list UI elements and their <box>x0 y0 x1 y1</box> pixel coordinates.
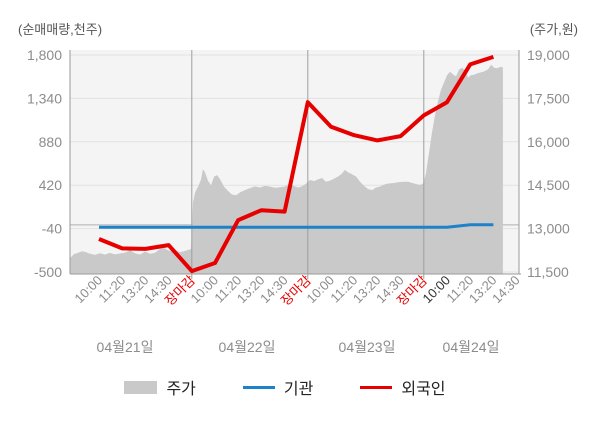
right-axis-tick-4: 13,000 <box>527 221 570 237</box>
left-axis-tick-1: 1,340 <box>27 90 62 106</box>
left-axis-tick-3: 420 <box>39 177 63 193</box>
area-swatch-icon <box>124 380 158 394</box>
right-axis-tick-3: 14,500 <box>527 177 570 193</box>
day-label-3: 04월24일 <box>443 339 500 355</box>
chart-legend: 주가 기관 외국인 <box>0 375 585 399</box>
left-axis-tick-2: 880 <box>39 134 63 150</box>
legend-item-price: 주가 <box>124 375 196 399</box>
right-axis-tick-5: 11,500 <box>527 264 569 280</box>
left-axis-tick-5: -500 <box>34 264 62 280</box>
line-swatch-institution-icon <box>242 385 275 389</box>
left-axis-tick-0: 1,800 <box>27 47 62 63</box>
line-swatch-foreigner-icon <box>360 385 393 389</box>
foreigner-line-series <box>98 54 495 274</box>
day-label-2: 04월23일 <box>339 339 396 355</box>
day-label-1: 04월22일 <box>219 339 276 355</box>
institution-line-series <box>99 223 494 229</box>
legend-item-institution: 기관 <box>242 375 314 399</box>
right-axis-tick-2: 16,000 <box>527 134 570 150</box>
left-axis-tick-4: -40 <box>42 221 62 237</box>
legend-label-price: 주가 <box>166 381 196 398</box>
right-axis-unit-label: (주가,원) <box>529 22 578 37</box>
legend-label-institution: 기관 <box>283 381 314 398</box>
left-axis-unit-label: (순매매량,천주) <box>18 22 103 37</box>
day-label-0: 04월21일 <box>97 339 154 355</box>
right-axis-tick-0: 19,000 <box>527 47 570 63</box>
legend-label-foreigner: 외국인 <box>401 381 446 398</box>
right-axis-tick-1: 17,500 <box>527 90 570 106</box>
x-axis-tick-18: 14:30 <box>489 273 523 307</box>
legend-item-foreigner: 외국인 <box>360 375 446 399</box>
price-area-series <box>70 64 503 274</box>
